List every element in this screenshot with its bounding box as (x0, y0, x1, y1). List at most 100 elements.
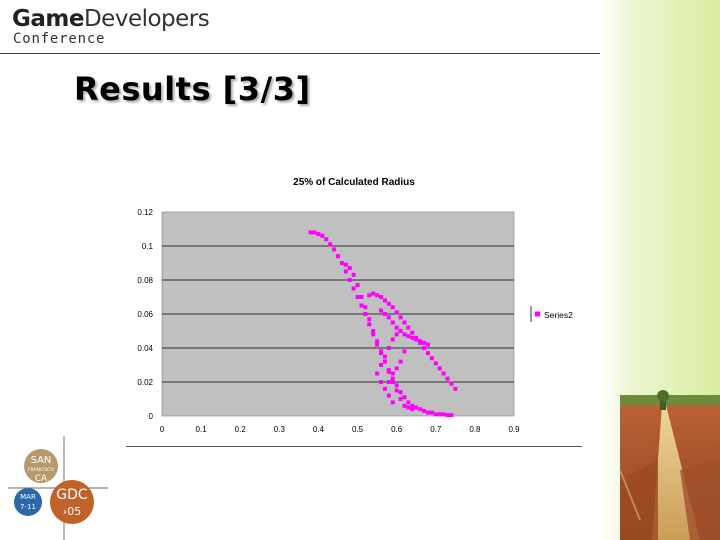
series2-point (339, 261, 344, 265)
y-tick-label: 0.1 (142, 242, 154, 251)
series2-point (386, 380, 391, 384)
series2-point (402, 395, 407, 400)
x-tick-label: 0.4 (313, 425, 325, 434)
y-tick-label: 0.06 (137, 310, 153, 319)
series2-point (398, 329, 403, 333)
series2-point (402, 320, 407, 325)
chart-title: 25% of Calculated Radius (293, 177, 415, 188)
series2-point (402, 332, 407, 337)
slide-title: Results [3/3] (74, 70, 311, 108)
series2-point (437, 412, 442, 417)
series2-point (410, 335, 415, 340)
badge-month: MAR (20, 493, 36, 501)
series2-point (382, 354, 387, 359)
series2-point (390, 305, 395, 310)
grid-lines (162, 245, 514, 383)
series2-point (359, 295, 364, 299)
series2-point (410, 330, 415, 335)
series2-point (379, 380, 384, 384)
series2-point (402, 403, 407, 408)
series2-point (445, 376, 450, 381)
series2-point (406, 400, 411, 405)
series2-point (312, 230, 317, 235)
series2-point (375, 293, 380, 298)
x-tick-label: 0.5 (352, 425, 364, 434)
series2-point (371, 329, 376, 333)
y-tick-label: 0 (149, 412, 154, 421)
series2-point (316, 232, 321, 237)
series2-point (433, 412, 438, 417)
series2-point (406, 334, 411, 339)
y-tick-labels: 0 0.02 0.04 0.06 0.08 0.1 0.12 (137, 208, 153, 421)
series2-point (379, 295, 384, 299)
series2-point (355, 295, 360, 299)
series2-point (382, 386, 387, 391)
series2-point (328, 242, 333, 247)
series2-point (351, 272, 356, 277)
series2-point (394, 388, 399, 393)
series2-point (445, 413, 450, 418)
series2-point (382, 359, 387, 364)
series2-point (379, 308, 384, 313)
series2-point (398, 390, 403, 395)
badge-year: ›05 (63, 505, 81, 518)
series2-point (394, 366, 399, 371)
series2-point (375, 371, 380, 376)
series2-point (355, 283, 360, 288)
series2-point (347, 278, 352, 282)
series2-point (425, 410, 430, 415)
y-tick-label: 0.08 (137, 276, 153, 285)
series2-point (449, 413, 454, 418)
series2-point (422, 340, 427, 345)
series2-point (379, 363, 384, 367)
series2-point (386, 346, 391, 350)
x-tick-label: 0.6 (391, 425, 403, 434)
series2-point (375, 342, 380, 347)
series2-point (386, 369, 391, 374)
series2-point (449, 381, 454, 386)
series2-point (390, 337, 395, 342)
series2-point (375, 339, 380, 344)
series2-point (429, 410, 434, 415)
series2-point (308, 230, 313, 235)
series2-point (422, 408, 427, 413)
header-divider (0, 53, 630, 54)
series2-point (382, 298, 387, 303)
series2-point (363, 312, 368, 316)
scatter-chart: 25% of Calculated Radius 0 0.02 0.04 0.06 0.… (120, 168, 590, 448)
series2-point (441, 412, 446, 417)
landscape-image (600, 0, 720, 540)
series2-point (336, 254, 340, 259)
x-tick-label: 0.3 (274, 425, 286, 434)
series2-point (390, 376, 395, 381)
series2-point (406, 405, 411, 410)
x-tick-label: 0.1 (196, 425, 208, 434)
series2-point (410, 407, 415, 412)
badge-dates: 7-11 (20, 503, 36, 511)
series2-points (308, 230, 458, 418)
series2-point (398, 397, 403, 401)
series2-point (441, 371, 446, 376)
series2-point (425, 342, 430, 347)
legend-marker (535, 311, 540, 317)
series2-point (398, 359, 403, 364)
series2-point (402, 349, 407, 354)
series2-point (367, 322, 372, 327)
x-tick-label: 0.2 (235, 425, 247, 434)
series2-point (363, 305, 368, 310)
x-tick-label: 0.9 (508, 425, 520, 434)
chart-svg: 25% of Calculated Radius 0 0.02 0.04 0.06 0.… (137, 177, 573, 434)
series2-point (332, 247, 337, 252)
y-tick-label: 0.02 (137, 378, 153, 387)
series2-point (414, 405, 419, 410)
series2-point (390, 380, 395, 384)
series2-point (351, 286, 356, 291)
series2-point (386, 301, 391, 306)
series2-point (429, 356, 434, 361)
series2-point (410, 403, 415, 408)
series2-point (394, 332, 399, 337)
series2-point (422, 346, 427, 350)
series2-point (433, 361, 438, 366)
series2-point (437, 366, 442, 371)
